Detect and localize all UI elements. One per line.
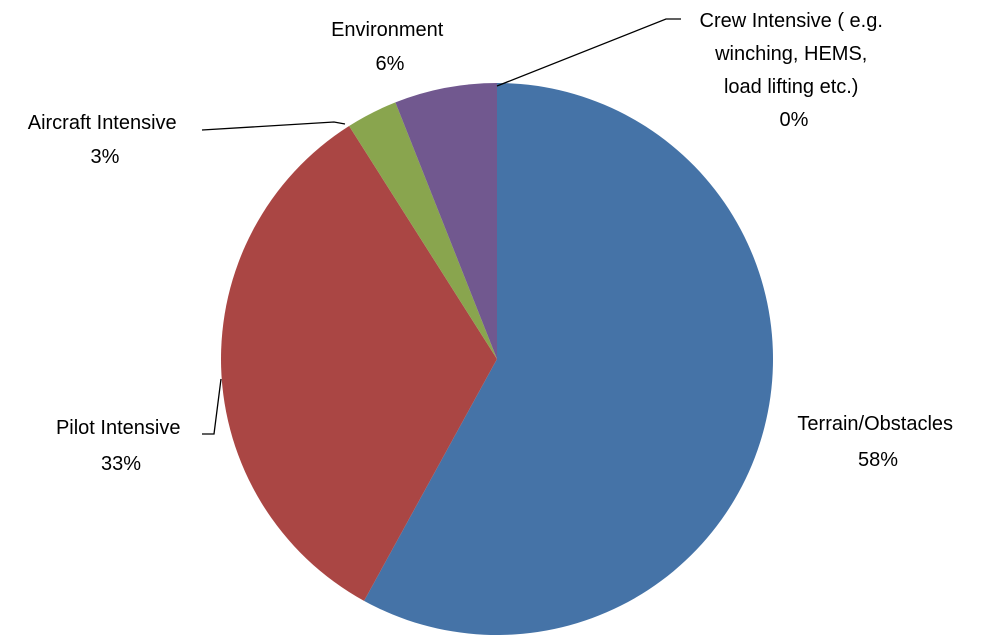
pie-slice-aircraft-intensive	[349, 102, 497, 359]
data-label-crew-intensive-line-1: Crew Intensive ( e.g.	[700, 10, 883, 32]
pie-slice-terrain-obstacles	[364, 83, 774, 635]
leader-line-pilot-intensive	[202, 378, 222, 435]
data-label-pilot-intensive: Pilot Intensive 33%	[56, 417, 186, 475]
data-label-crew-intensive-line-3: load lifting etc.)	[724, 76, 859, 98]
data-label-environment-percent: 6%	[376, 53, 405, 75]
data-label-terrain-obstacles-percent: 58%	[858, 449, 898, 471]
leader-lines	[201, 18, 681, 435]
data-labels: Terrain/Obstacles 58% Pilot Intensive 33…	[28, 10, 958, 475]
data-label-terrain-obstacles-name: Terrain/Obstacles	[797, 413, 953, 435]
data-label-pilot-intensive-percent: 33%	[101, 453, 141, 475]
leader-line-aircraft-intensive	[201, 121, 346, 131]
leader-line-crew-intensive	[496, 18, 681, 87]
data-label-crew-intensive-percent: 0%	[780, 109, 809, 131]
data-label-crew-intensive: Crew Intensive ( e.g. winching, HEMS, lo…	[700, 10, 889, 131]
data-label-pilot-intensive-name: Pilot Intensive	[56, 417, 181, 439]
data-label-aircraft-intensive-percent: 3%	[91, 146, 120, 168]
pie-slice-pilot-intensive	[221, 125, 497, 601]
data-label-crew-intensive-line-2: winching, HEMS,	[714, 43, 867, 65]
data-label-environment-name: Environment	[331, 19, 444, 41]
data-label-terrain-obstacles: Terrain/Obstacles 58%	[797, 413, 958, 471]
pie-slices	[221, 83, 774, 635]
data-label-aircraft-intensive: Aircraft Intensive 3%	[28, 112, 183, 168]
data-label-environment: Environment 6%	[331, 19, 449, 75]
pie-slice-environment	[395, 83, 497, 359]
data-label-aircraft-intensive-name: Aircraft Intensive	[28, 112, 177, 134]
